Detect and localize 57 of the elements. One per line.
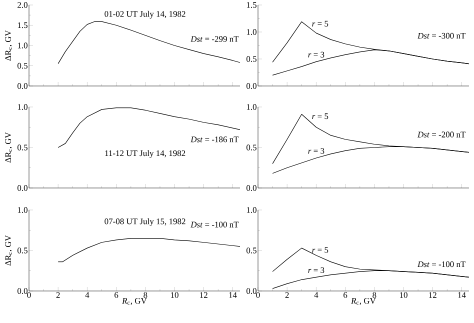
series-label: r = 3 — [308, 148, 324, 154]
series-label: r = 5 — [312, 113, 328, 120]
y-tick-label: 0.0 — [18, 185, 28, 191]
x-tick-label: 6 — [344, 292, 348, 298]
y-tick-label: 1.0 — [18, 104, 28, 110]
annotation: Dst = -299 nT — [190, 36, 239, 42]
annotation: Dst = -186 nT — [190, 136, 239, 142]
x-tick-label: 0 — [256, 292, 260, 298]
x-tick-label: 12 — [200, 292, 208, 298]
annotation: Dst = -200 nT — [417, 132, 466, 138]
y-tick-label: 0.5 — [246, 248, 256, 254]
y-axis-title: ΔR$_{c}$, GV — [5, 132, 12, 163]
x-tick-label: 4 — [314, 292, 318, 298]
y-tick-label: 1.0 — [18, 42, 28, 48]
y-tick-label: 1.0 — [246, 104, 256, 110]
y-axis-title: ΔR$_{c}$, GV — [5, 235, 12, 266]
x-tick-label: 4 — [85, 292, 90, 298]
y-tick-label: 0.5 — [246, 56, 256, 62]
series-label: r = 3 — [308, 267, 324, 274]
x-tick-label: 10 — [171, 292, 178, 298]
x-tick-label: 10 — [400, 292, 408, 298]
text: 11-12 UT July 14, 1982 — [105, 150, 186, 158]
text: 07-08 UT July 15, 1982 — [104, 218, 186, 226]
y-tick-label: 1.0 — [246, 29, 256, 35]
x-axis-title: R$_{c}$, GV — [351, 298, 376, 305]
x-axis-title: R$_{c}$, GV — [122, 298, 147, 305]
y-tick-label: 0.5 — [18, 248, 28, 254]
y-tick-label: 0.0 — [246, 288, 256, 294]
series-label: r = 5 — [312, 20, 328, 27]
y-tick-label: 0.5 — [18, 62, 28, 69]
x-tick-label: 2 — [56, 292, 60, 298]
y-tick-label: 1.0 — [246, 207, 256, 213]
y-tick-label: 0.0 — [18, 288, 28, 294]
annotation: Dst = -300 nT — [417, 32, 466, 39]
y-tick-label: 0.5 — [18, 144, 28, 150]
y-tick-label: 0.0 — [18, 83, 28, 89]
y-tick-label: 1.5 — [246, 2, 256, 8]
x-tick-label: 12 — [429, 292, 436, 298]
y-axis-title: ΔR$_{c}$, GV — [5, 30, 12, 61]
x-tick-label: 8 — [372, 292, 376, 298]
x-tick-label: 2 — [285, 292, 289, 298]
y-tick-label: 0.0 — [246, 83, 256, 89]
y-tick-label: 2.0 — [18, 2, 28, 8]
y-tick-label: 0.5 — [246, 144, 256, 150]
x-tick-label: 14 — [458, 292, 466, 298]
x-tick-label: 8 — [144, 292, 148, 298]
x-tick-label: 6 — [114, 292, 118, 298]
y-tick-label: 1.0 — [18, 207, 28, 213]
y-tick-label: 1.5 — [18, 22, 28, 28]
series-label: r = 5 — [312, 247, 328, 253]
y-tick-label: 0.0 — [246, 185, 256, 191]
annotation: Dst = -100 nT — [417, 261, 466, 268]
x-tick-label: 0 — [27, 292, 31, 298]
text: 01-02 UT July 14, 1982 — [104, 10, 186, 19]
x-tick-label: 14 — [229, 292, 237, 298]
annotation: Dst = -100 nT — [190, 222, 239, 228]
series-label: r = 3 — [308, 52, 324, 58]
